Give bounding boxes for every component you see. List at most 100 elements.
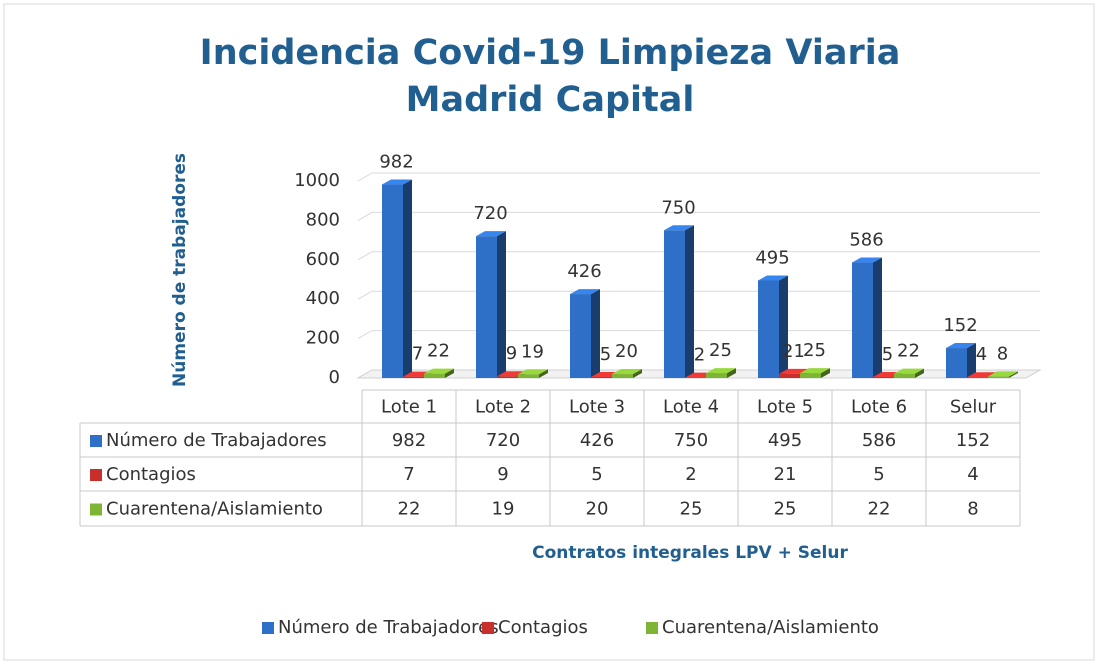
y-tick-label: 600 — [306, 249, 340, 270]
table-row-label: Cuarentena/Aislamiento — [106, 499, 323, 520]
bar-side — [779, 275, 788, 378]
bar-side — [1009, 371, 1018, 378]
data-label: 4 — [976, 344, 987, 365]
y-tick-label: 0 — [329, 367, 340, 388]
y-tick-label: 800 — [306, 209, 340, 230]
bar-top — [946, 343, 976, 349]
bar — [591, 377, 612, 378]
data-label: 21 — [782, 341, 805, 362]
bar-top — [518, 369, 548, 375]
data-label: 7 — [412, 344, 423, 365]
data-label: 495 — [755, 247, 789, 268]
bar-top — [570, 289, 600, 295]
bar — [403, 376, 424, 378]
bar — [612, 374, 633, 378]
bar — [988, 376, 1009, 378]
data-label: 9 — [506, 343, 517, 364]
bar-side — [873, 257, 882, 378]
grid-line — [357, 290, 1040, 300]
bar — [382, 184, 403, 378]
bar-top — [758, 275, 788, 281]
data-label: 2 — [694, 345, 705, 366]
data-label: 25 — [709, 340, 732, 361]
data-label: 750 — [661, 197, 695, 218]
bar-side — [685, 225, 694, 378]
legend-key — [482, 622, 494, 634]
bar-top — [612, 369, 642, 375]
table-cell: 25 — [680, 499, 703, 520]
table-cell: 586 — [862, 430, 896, 451]
bar-side — [727, 368, 736, 378]
bar — [424, 373, 445, 378]
table-header: Lote 3 — [569, 397, 625, 418]
table-cell: 25 — [774, 499, 797, 520]
bar-side — [821, 368, 830, 378]
bar-side — [633, 369, 642, 378]
bar — [946, 348, 967, 378]
table-cell: 22 — [868, 499, 891, 520]
data-label: 426 — [567, 261, 601, 282]
y-axis-label: Número de trabajadores — [170, 153, 190, 387]
table-row-label: Contagios — [106, 464, 196, 485]
table-cell: 22 — [398, 499, 421, 520]
bar-side — [591, 289, 600, 378]
bar-top — [382, 179, 412, 185]
table-cell: 750 — [674, 430, 708, 451]
table-cell: 21 — [774, 464, 797, 485]
table-header: Lote 2 — [475, 397, 531, 418]
bar-top — [894, 368, 924, 374]
bar — [518, 374, 539, 378]
grid-line — [357, 251, 1040, 261]
data-label: 22 — [427, 341, 450, 362]
grid-line — [357, 172, 1040, 182]
data-label: 720 — [473, 203, 507, 224]
table-cell: 982 — [392, 430, 426, 451]
table-cell: 495 — [768, 430, 802, 451]
bar-top — [664, 225, 694, 231]
bar — [476, 236, 497, 378]
bar-side — [539, 369, 548, 378]
legend-label: Número de Trabajadores — [278, 617, 499, 638]
bar-top — [476, 231, 506, 237]
bar-top — [800, 368, 830, 374]
table-legend-key — [90, 469, 102, 481]
data-label: 8 — [997, 343, 1008, 364]
bar — [967, 377, 988, 378]
chart-frame — [3, 3, 1095, 661]
bar — [779, 373, 800, 378]
legend-key — [262, 622, 274, 634]
bar — [497, 376, 518, 378]
legend-label: Contagios — [498, 617, 588, 638]
table-header: Lote 4 — [663, 397, 719, 418]
bar — [758, 280, 779, 378]
bar-top — [852, 257, 882, 263]
bar — [852, 262, 873, 378]
table-header: Selur — [950, 397, 997, 418]
table-header: Lote 6 — [851, 397, 907, 418]
table-cell: 7 — [403, 464, 414, 485]
bar-side — [497, 231, 506, 378]
bar — [873, 377, 894, 378]
table-cell: 152 — [956, 430, 990, 451]
table-cell: 9 — [497, 464, 508, 485]
table-cell: 720 — [486, 430, 520, 451]
data-label: 22 — [897, 341, 920, 362]
table-header: Lote 5 — [757, 397, 813, 418]
chart-title: Incidencia Covid-19 Limpieza Viaria Madr… — [199, 33, 901, 120]
y-tick-label: 400 — [306, 288, 340, 309]
table-row-label: Número de Trabajadores — [106, 430, 327, 451]
grid-line — [357, 211, 1040, 221]
table-legend-key — [90, 435, 102, 447]
data-label: 586 — [849, 230, 883, 251]
data-label: 5 — [882, 344, 893, 365]
bar-top — [988, 371, 1018, 377]
bar-side — [967, 343, 976, 378]
bar — [706, 373, 727, 378]
data-label: 19 — [521, 341, 544, 362]
bar-top — [706, 368, 736, 374]
table-cell: 5 — [591, 464, 602, 485]
table-cell: 8 — [967, 499, 978, 520]
bar-side — [403, 179, 412, 378]
